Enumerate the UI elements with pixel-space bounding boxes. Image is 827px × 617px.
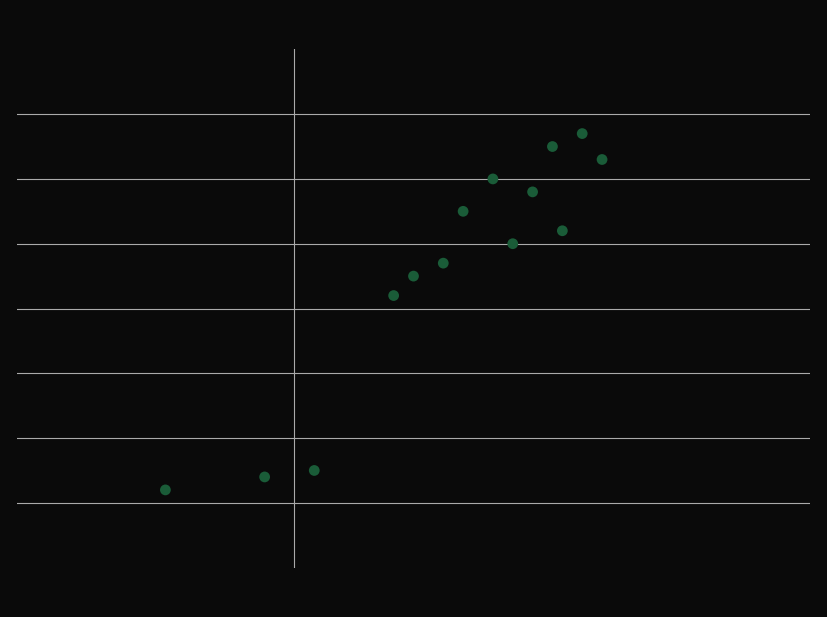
Point <box>506 239 519 249</box>
Point <box>457 207 470 217</box>
Point <box>556 226 569 236</box>
Point <box>258 472 271 482</box>
Point <box>437 259 450 268</box>
Point <box>159 485 172 495</box>
Point <box>526 187 539 197</box>
Point <box>486 174 500 184</box>
Point <box>308 466 321 476</box>
Point <box>546 142 559 152</box>
Point <box>387 291 400 300</box>
Point <box>576 129 589 139</box>
Point <box>407 271 420 281</box>
Point <box>595 155 609 165</box>
